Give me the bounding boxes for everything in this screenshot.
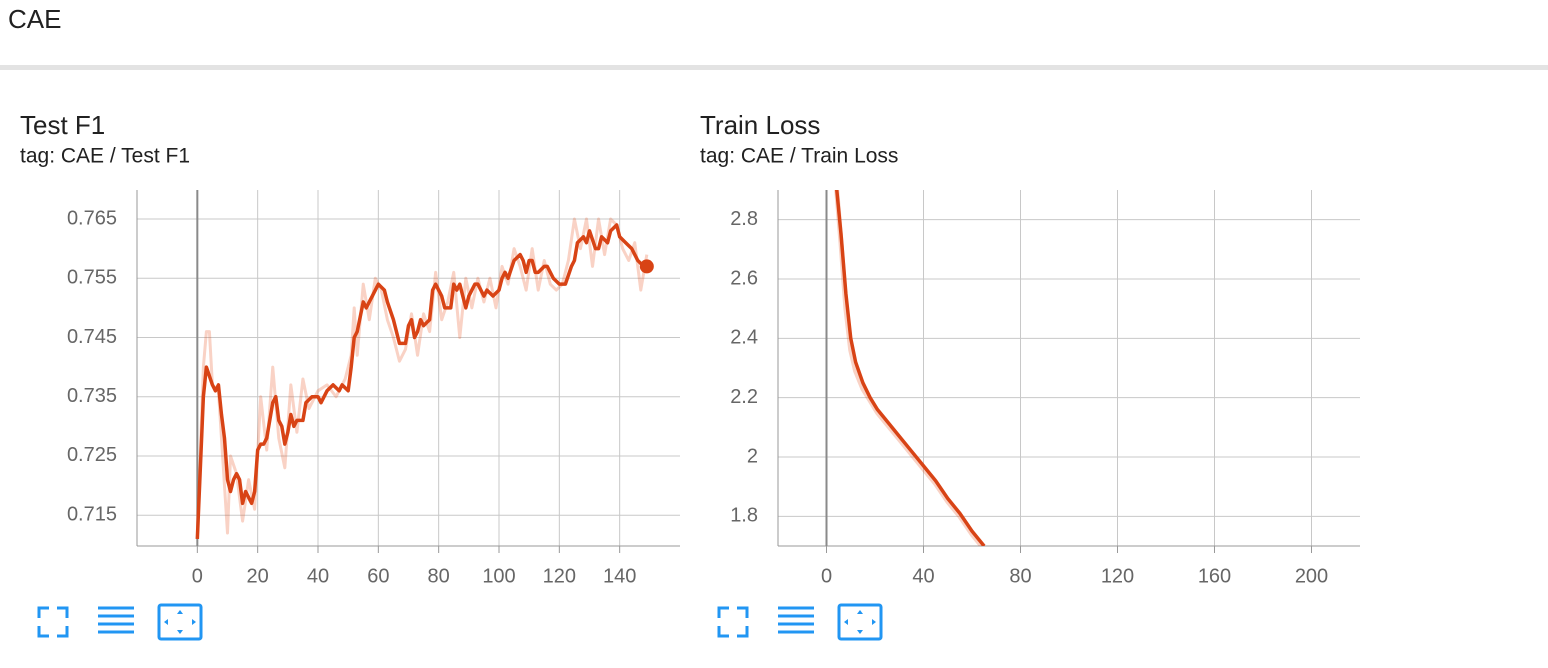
fullscreen-button[interactable] bbox=[37, 606, 69, 638]
x-tick-label: 140 bbox=[603, 565, 636, 587]
x-tick-label: 0 bbox=[192, 565, 203, 587]
x-tick-label: 20 bbox=[247, 565, 269, 587]
chart-title: Train Loss bbox=[700, 110, 820, 140]
y-tick-label: 2.6 bbox=[730, 267, 758, 289]
y-tick-label: 0.745 bbox=[67, 326, 117, 348]
series-line bbox=[835, 190, 986, 546]
x-tick-label: 40 bbox=[912, 565, 934, 587]
fullscreen-button[interactable] bbox=[717, 606, 749, 638]
x-tick-label: 40 bbox=[307, 565, 329, 587]
x-tick-label: 120 bbox=[543, 565, 576, 587]
x-tick-label: 60 bbox=[367, 565, 389, 587]
x-tick-label: 120 bbox=[1101, 565, 1134, 587]
end-marker bbox=[639, 259, 654, 274]
x-tick-label: 80 bbox=[1009, 565, 1031, 587]
y-tick-label: 1.8 bbox=[730, 505, 758, 527]
plot-area bbox=[195, 217, 649, 539]
page-title: CAE bbox=[8, 4, 61, 34]
y-tick-label: 0.755 bbox=[67, 267, 117, 289]
chart-subtitle: tag: CAE / Test F1 bbox=[20, 145, 190, 168]
plot-area bbox=[834, 190, 986, 546]
fit-domain-button[interactable] bbox=[157, 603, 203, 641]
chart: Test F1 tag: CAE / Test F1 0.715 0.725 0.735… bbox=[20, 110, 680, 587]
x-tick-label: 160 bbox=[1198, 565, 1231, 587]
y-tick-label: 0.765 bbox=[67, 207, 117, 229]
chart: Train Loss tag: CAE / Train Loss 1.8 2 2.2 2.… bbox=[700, 110, 1360, 587]
series-line bbox=[195, 217, 649, 539]
y-tick-label: 0.715 bbox=[67, 503, 117, 525]
y-tick-label: 2 bbox=[747, 445, 758, 467]
log-scale-button[interactable] bbox=[98, 606, 134, 634]
chart-toolbar bbox=[717, 603, 883, 641]
log-scale-button[interactable] bbox=[778, 606, 814, 634]
fit-domain-button[interactable] bbox=[837, 603, 883, 641]
x-tick-label: 200 bbox=[1295, 565, 1328, 587]
x-tick-label: 100 bbox=[482, 565, 515, 587]
x-tick-label: 0 bbox=[821, 565, 832, 587]
series-line bbox=[195, 223, 647, 539]
y-tick-label: 0.725 bbox=[67, 444, 117, 466]
chart-title: Test F1 bbox=[20, 110, 105, 140]
y-tick-label: 2.2 bbox=[730, 386, 758, 408]
x-tick-label: 80 bbox=[428, 565, 450, 587]
chart-subtitle: tag: CAE / Train Loss bbox=[700, 145, 898, 168]
y-tick-label: 0.735 bbox=[67, 385, 117, 407]
y-tick-label: 2.4 bbox=[730, 327, 758, 349]
chart-toolbar bbox=[37, 603, 203, 641]
y-tick-label: 2.8 bbox=[730, 208, 758, 230]
header-rule bbox=[0, 65, 1548, 70]
